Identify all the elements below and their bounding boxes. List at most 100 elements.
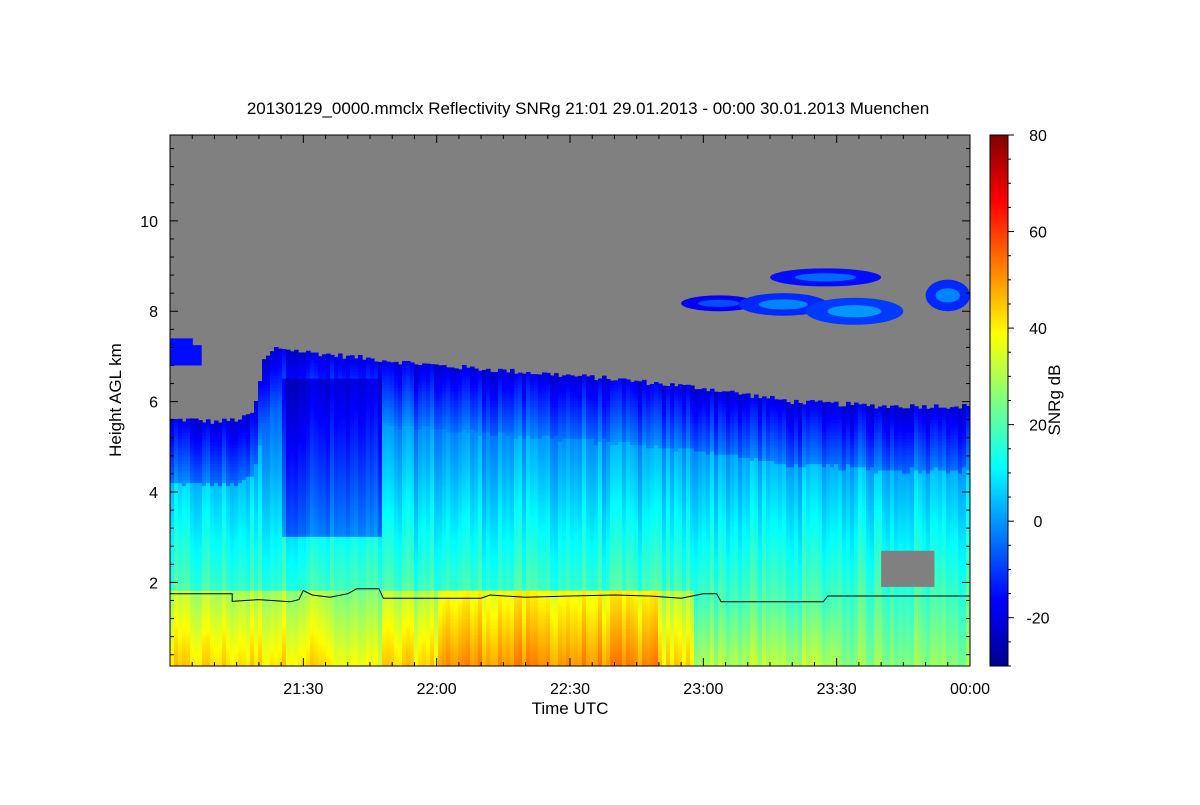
snr-cell xyxy=(294,469,299,474)
snr-cell xyxy=(298,419,303,424)
snr-cell xyxy=(230,479,235,484)
snr-cell xyxy=(218,640,223,645)
snr-cell xyxy=(186,624,191,629)
snr-cell xyxy=(178,444,183,449)
snr-cell xyxy=(266,504,271,509)
snr-cell xyxy=(286,387,291,392)
snr-cell xyxy=(302,526,307,531)
snr-cell xyxy=(278,561,283,566)
snr-cell xyxy=(274,523,279,528)
snr-cell xyxy=(226,577,231,582)
snr-cell xyxy=(286,539,291,544)
snr-cell xyxy=(242,656,247,661)
snr-cell xyxy=(178,447,183,452)
snr-cell xyxy=(174,526,179,531)
snr-cell xyxy=(278,444,283,449)
snr-cell xyxy=(298,571,303,575)
snr-cell xyxy=(178,643,183,648)
snr-cell xyxy=(198,463,203,468)
snr-cell xyxy=(258,482,263,487)
snr-cell xyxy=(170,574,175,579)
snr-cell xyxy=(210,628,215,632)
snr-cell xyxy=(222,605,227,610)
snr-cell xyxy=(278,662,283,666)
snr-cell xyxy=(262,374,267,379)
snr-cell xyxy=(286,504,291,509)
snr-cell xyxy=(230,650,235,654)
snr-cell xyxy=(262,381,267,386)
snr-cell xyxy=(298,355,303,360)
snr-cell xyxy=(206,564,211,569)
snr-cell xyxy=(290,586,295,591)
snr-cell xyxy=(274,454,279,458)
snr-cell xyxy=(254,492,259,496)
snr-cell xyxy=(298,637,303,642)
snr-cell xyxy=(286,409,291,414)
snr-cell xyxy=(182,488,187,493)
snr-cell xyxy=(302,520,307,525)
snr-cell xyxy=(282,504,287,509)
snr-cell xyxy=(198,662,203,666)
snr-cell xyxy=(190,444,195,449)
snr-cell xyxy=(190,454,195,458)
snr-cell xyxy=(274,435,279,439)
snr-cell xyxy=(210,438,215,442)
snr-cell xyxy=(298,488,303,493)
snr-cell xyxy=(242,501,247,506)
snr-cell xyxy=(210,469,215,474)
snr-cell xyxy=(206,447,211,452)
snr-cell xyxy=(294,571,299,575)
snr-cell xyxy=(174,473,179,477)
snr-cell xyxy=(274,628,279,632)
snr-cell xyxy=(226,574,231,579)
snr-cell xyxy=(234,435,239,439)
snr-cell xyxy=(278,593,283,597)
snr-cell xyxy=(226,650,231,654)
snr-cell xyxy=(186,485,191,490)
snr-cell xyxy=(258,466,263,471)
snr-cell xyxy=(234,466,239,471)
snr-cell xyxy=(274,406,279,411)
snr-cell xyxy=(230,536,235,541)
snr-cell xyxy=(190,612,195,616)
snr-cell xyxy=(266,435,271,439)
snr-cell xyxy=(266,416,271,420)
snr-cell xyxy=(258,662,263,666)
snr-cell xyxy=(226,647,231,651)
snr-cell xyxy=(190,523,195,528)
snr-cell xyxy=(238,529,243,534)
snr-cell xyxy=(294,425,299,430)
snr-cell xyxy=(262,504,267,509)
snr-cell xyxy=(274,539,279,544)
snr-cell xyxy=(286,596,291,601)
snr-cell xyxy=(258,602,263,607)
snr-cell xyxy=(262,425,267,430)
snr-cell xyxy=(302,460,307,465)
snr-cell xyxy=(230,463,235,468)
snr-cell xyxy=(302,612,307,616)
snr-cell xyxy=(226,618,231,623)
snr-cell xyxy=(270,561,275,566)
snr-cell xyxy=(234,561,239,566)
snr-cell xyxy=(294,631,299,635)
snr-cell xyxy=(258,647,263,651)
snr-cell xyxy=(182,510,187,515)
snr-cell xyxy=(274,419,279,424)
snr-cell xyxy=(182,495,187,499)
snr-cell xyxy=(262,492,267,496)
snr-cell xyxy=(198,624,203,629)
snr-cell xyxy=(238,469,243,474)
snr-cell xyxy=(298,659,303,664)
snr-cell xyxy=(246,422,251,427)
snr-cell xyxy=(258,637,263,642)
snr-cell xyxy=(250,609,255,613)
snr-cell xyxy=(198,520,203,525)
snr-cell xyxy=(246,593,251,597)
snr-cell xyxy=(274,571,279,575)
snr-cell xyxy=(198,482,203,487)
snr-cell xyxy=(298,378,303,382)
snr-cell xyxy=(182,545,187,550)
snr-cell xyxy=(298,596,303,601)
snr-cell xyxy=(194,498,199,503)
snr-cell xyxy=(190,495,195,499)
